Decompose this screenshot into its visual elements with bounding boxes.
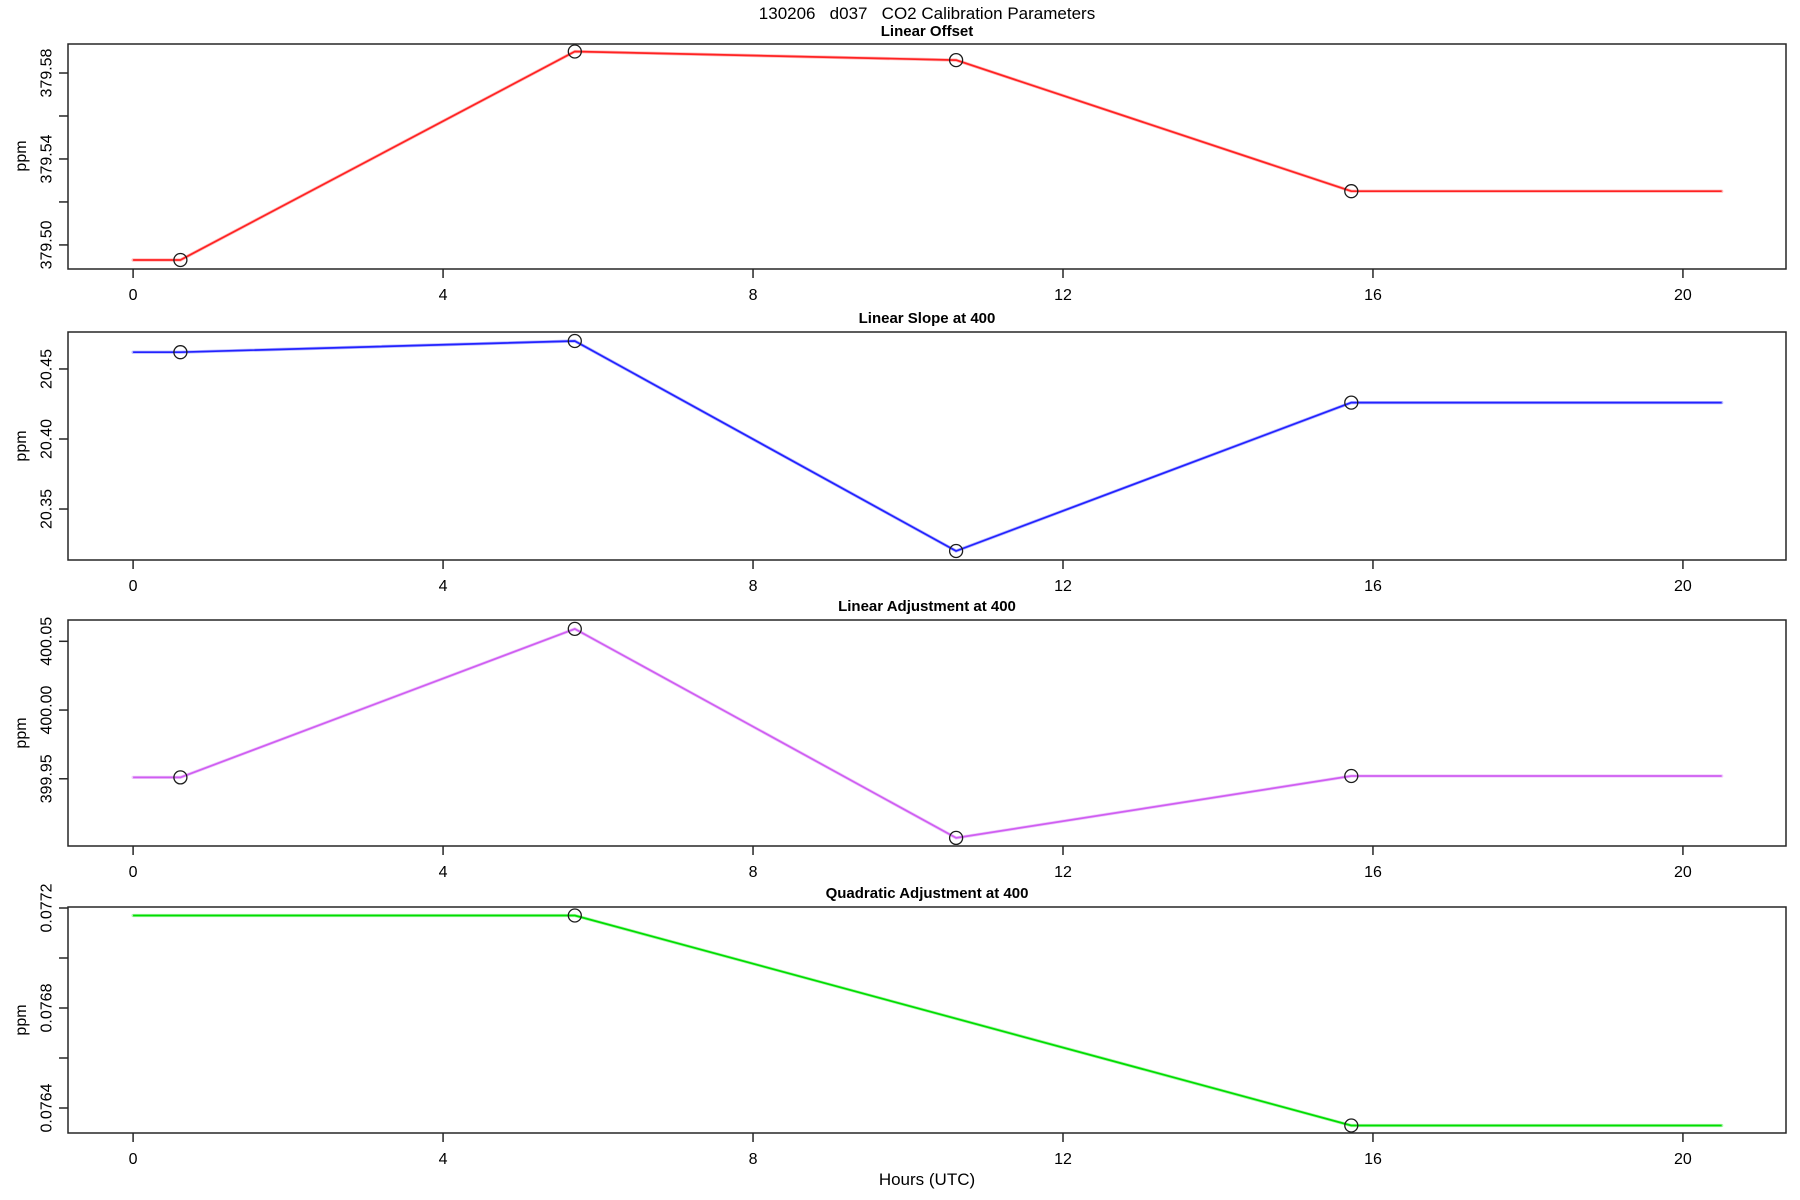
svg-text:4: 4 bbox=[439, 287, 448, 304]
svg-text:8: 8 bbox=[749, 287, 758, 304]
svg-text:0: 0 bbox=[129, 1151, 138, 1168]
svg-text:16: 16 bbox=[1364, 578, 1382, 595]
svg-text:379.58: 379.58 bbox=[39, 48, 56, 97]
panel-title-linear-offset: Linear Offset bbox=[880, 23, 974, 40]
svg-text:399.95: 399.95 bbox=[39, 754, 56, 803]
svg-text:8: 8 bbox=[749, 578, 758, 595]
svg-text:16: 16 bbox=[1364, 864, 1382, 881]
figure-title: 130206 d037 CO2 Calibration Parameters bbox=[758, 4, 1096, 23]
panel-title-linear-adjustment: Linear Adjustment at 400 bbox=[838, 598, 1016, 615]
svg-text:400.05: 400.05 bbox=[39, 617, 56, 666]
svg-text:379.54: 379.54 bbox=[39, 134, 56, 183]
panel-title-quadratic-adjustment: Quadratic Adjustment at 400 bbox=[825, 885, 1029, 902]
svg-text:4: 4 bbox=[439, 1151, 448, 1168]
svg-text:0: 0 bbox=[129, 287, 138, 304]
svg-text:4: 4 bbox=[439, 578, 448, 595]
svg-text:0: 0 bbox=[129, 578, 138, 595]
panel-title-linear-slope: Linear Slope at 400 bbox=[858, 310, 996, 327]
svg-text:20.45: 20.45 bbox=[39, 349, 56, 389]
svg-text:20: 20 bbox=[1674, 1151, 1692, 1168]
svg-text:20: 20 bbox=[1674, 287, 1692, 304]
svg-text:0.0768: 0.0768 bbox=[39, 983, 56, 1032]
svg-text:0.0764: 0.0764 bbox=[39, 1083, 56, 1132]
svg-text:16: 16 bbox=[1364, 1151, 1382, 1168]
svg-text:8: 8 bbox=[749, 1151, 758, 1168]
svg-text:400.00: 400.00 bbox=[39, 685, 56, 734]
svg-text:8: 8 bbox=[749, 864, 758, 881]
svg-text:0.0772: 0.0772 bbox=[39, 883, 56, 932]
svg-text:16: 16 bbox=[1364, 287, 1382, 304]
svg-text:12: 12 bbox=[1054, 864, 1072, 881]
svg-text:12: 12 bbox=[1054, 287, 1072, 304]
svg-text:12: 12 bbox=[1054, 578, 1072, 595]
svg-text:20.35: 20.35 bbox=[39, 489, 56, 529]
svg-text:12: 12 bbox=[1054, 1151, 1072, 1168]
svg-text:0: 0 bbox=[129, 864, 138, 881]
svg-text:379.50: 379.50 bbox=[39, 220, 56, 269]
svg-text:4: 4 bbox=[439, 864, 448, 881]
svg-text:20.40: 20.40 bbox=[39, 419, 56, 459]
x-axis-label: Hours (UTC) bbox=[878, 1170, 976, 1189]
svg-text:20: 20 bbox=[1674, 578, 1692, 595]
svg-text:20: 20 bbox=[1674, 864, 1692, 881]
